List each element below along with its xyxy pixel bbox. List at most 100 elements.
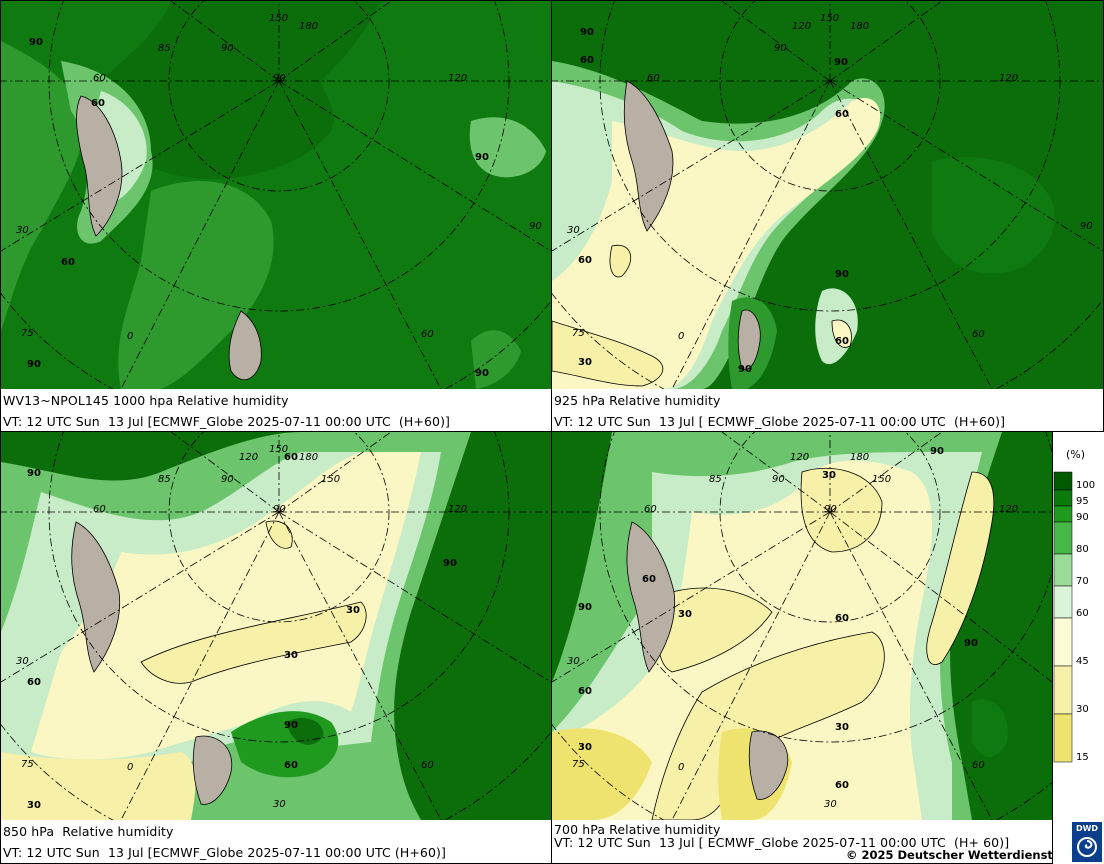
legend-bin <box>1053 665 1073 715</box>
legend-unit: (%) <box>1066 448 1085 461</box>
contour-label: 90 <box>475 152 489 163</box>
contour-label: 30 <box>578 357 592 368</box>
grid-label: 60 <box>93 504 106 515</box>
contour-label: 90 <box>930 446 944 457</box>
grid-label: 120 <box>239 452 258 463</box>
grid-label: 60 <box>647 73 660 84</box>
grid-label: 180 <box>299 21 318 32</box>
legend-tick-label: 95 <box>1076 496 1089 507</box>
legend-bin <box>1053 713 1073 763</box>
contour-label: 30 <box>346 605 360 616</box>
contour-label: 90 <box>29 37 43 48</box>
legend-tick-label: 90 <box>1076 512 1089 523</box>
grid-label: 150 <box>269 13 288 24</box>
legend-tick-label: 70 <box>1076 576 1089 587</box>
contour-label: 60 <box>284 452 298 463</box>
contour-label: 60 <box>835 109 849 120</box>
panel-validity: VT: 12 UTC Sun 13 Jul [ECMWF_Globe 2025-… <box>3 414 451 429</box>
contour-label: 30 <box>678 609 692 620</box>
panel-title: WV13~NPOL145 1000 hpa Relative humidity <box>3 393 289 408</box>
contour-label: 90 <box>443 558 457 569</box>
contour-label: 90 <box>475 368 489 379</box>
grid-label: 0 <box>678 762 684 773</box>
grid-label: 60 <box>644 504 657 515</box>
grid-label: 85 <box>709 474 722 485</box>
grid-label: 75 <box>572 759 585 770</box>
contour-label: 60 <box>580 55 594 66</box>
dwd-logo-text: DWD <box>1075 824 1099 833</box>
contour-label: 90 <box>580 27 594 38</box>
map-panel-850hpa: 150 180 120 90 85 90 60 150 120 30 0 75 … <box>0 431 552 864</box>
grid-label: 85 <box>158 43 171 54</box>
grid-label: 85 <box>158 474 171 485</box>
panel-title: 850 hPa Relative humidity <box>3 824 174 839</box>
contour-label: 60 <box>91 98 105 109</box>
panel-validity: VT: 12 UTC Sun 13 Jul [ ECMWF_Globe 2025… <box>554 835 1010 850</box>
grid-label: 150 <box>269 444 288 455</box>
map-850hpa: 150 180 120 90 85 90 60 150 120 30 0 75 … <box>1 432 551 820</box>
legend-tick-label: 30 <box>1076 704 1089 715</box>
contour-label: 90 <box>834 57 848 68</box>
panel-validity: VT: 12 UTC Sun 13 Jul [ECMWF_Globe 2025-… <box>3 845 446 860</box>
legend-tick-label: 45 <box>1076 656 1089 667</box>
grid-label: 150 <box>872 474 891 485</box>
dwd-logo: DWD <box>1072 822 1102 862</box>
grid-label: 30 <box>824 799 837 810</box>
contour-label: 60 <box>61 257 75 268</box>
panel-title: 925 hPa Relative humidity <box>554 393 721 408</box>
grid-label: 90 <box>273 73 286 84</box>
grid-label: 150 <box>321 474 340 485</box>
contour-label: 60 <box>835 336 849 347</box>
grid-label: 60 <box>421 329 434 340</box>
grid-label: 75 <box>21 759 34 770</box>
grid-label: 120 <box>999 73 1018 84</box>
legend-tick-label: 15 <box>1076 752 1089 763</box>
contour-label: 30 <box>578 742 592 753</box>
contour-label: 90 <box>27 468 41 479</box>
panel-title: 700 hPa Relative humidity <box>554 822 721 837</box>
legend-bin <box>1053 489 1073 507</box>
legend-bin <box>1053 617 1073 667</box>
panel-validity: VT: 12 UTC Sun 13 Jul [ ECMWF_Globe 2025… <box>554 414 1006 429</box>
grid-label: 120 <box>790 452 809 463</box>
grid-label: 60 <box>972 760 985 771</box>
map-925hpa: 150 180 120 120 90 60 30 90 0 75 60 90 9… <box>552 1 1103 389</box>
contour-label: 60 <box>835 780 849 791</box>
grid-label: 60 <box>93 73 106 84</box>
contour-label: 90 <box>738 364 752 375</box>
grid-label: 180 <box>850 452 869 463</box>
grid-label: 90 <box>273 504 286 515</box>
contour-label: 30 <box>284 650 298 661</box>
grid-label: 30 <box>16 225 29 236</box>
contour-label: 60 <box>284 760 298 771</box>
map-1000hpa: 150 180 120 90 85 90 60 30 0 75 60 90 90… <box>1 1 551 389</box>
grid-label: 90 <box>1080 221 1093 232</box>
legend-tick-label: 100 <box>1076 480 1095 491</box>
legend-tick-label: 60 <box>1076 608 1089 619</box>
contour-label: 90 <box>284 720 298 731</box>
grid-label: 0 <box>127 762 133 773</box>
grid-label: 180 <box>299 452 318 463</box>
grid-label: 120 <box>448 504 467 515</box>
grid-label: 90 <box>221 474 234 485</box>
contour-label: 60 <box>578 255 592 266</box>
contour-label: 90 <box>835 269 849 280</box>
grid-label: 90 <box>772 474 785 485</box>
grid-label: 120 <box>999 504 1018 515</box>
grid-label: 0 <box>127 331 133 342</box>
grid-label: 30 <box>567 225 580 236</box>
map-panel-925hpa: 150 180 120 120 90 60 30 90 0 75 60 90 9… <box>551 0 1104 432</box>
contour-label: 60 <box>578 686 592 697</box>
legend-tick-label: 80 <box>1076 544 1089 555</box>
copyright-notice: © 2025 Deutscher Wetterdienst <box>846 848 1053 862</box>
contour-label: 30 <box>835 722 849 733</box>
grid-label: 75 <box>21 328 34 339</box>
contour-label: 60 <box>27 677 41 688</box>
grid-label: 120 <box>792 21 811 32</box>
legend-bin <box>1053 585 1073 619</box>
map-panel-700hpa: 120 180 150 90 85 90 60 120 90 30 0 75 6… <box>551 431 1053 864</box>
contour-label: 30 <box>27 800 41 811</box>
legend-bin <box>1053 471 1073 491</box>
grid-label: 90 <box>529 221 542 232</box>
grid-label: 75 <box>572 328 585 339</box>
